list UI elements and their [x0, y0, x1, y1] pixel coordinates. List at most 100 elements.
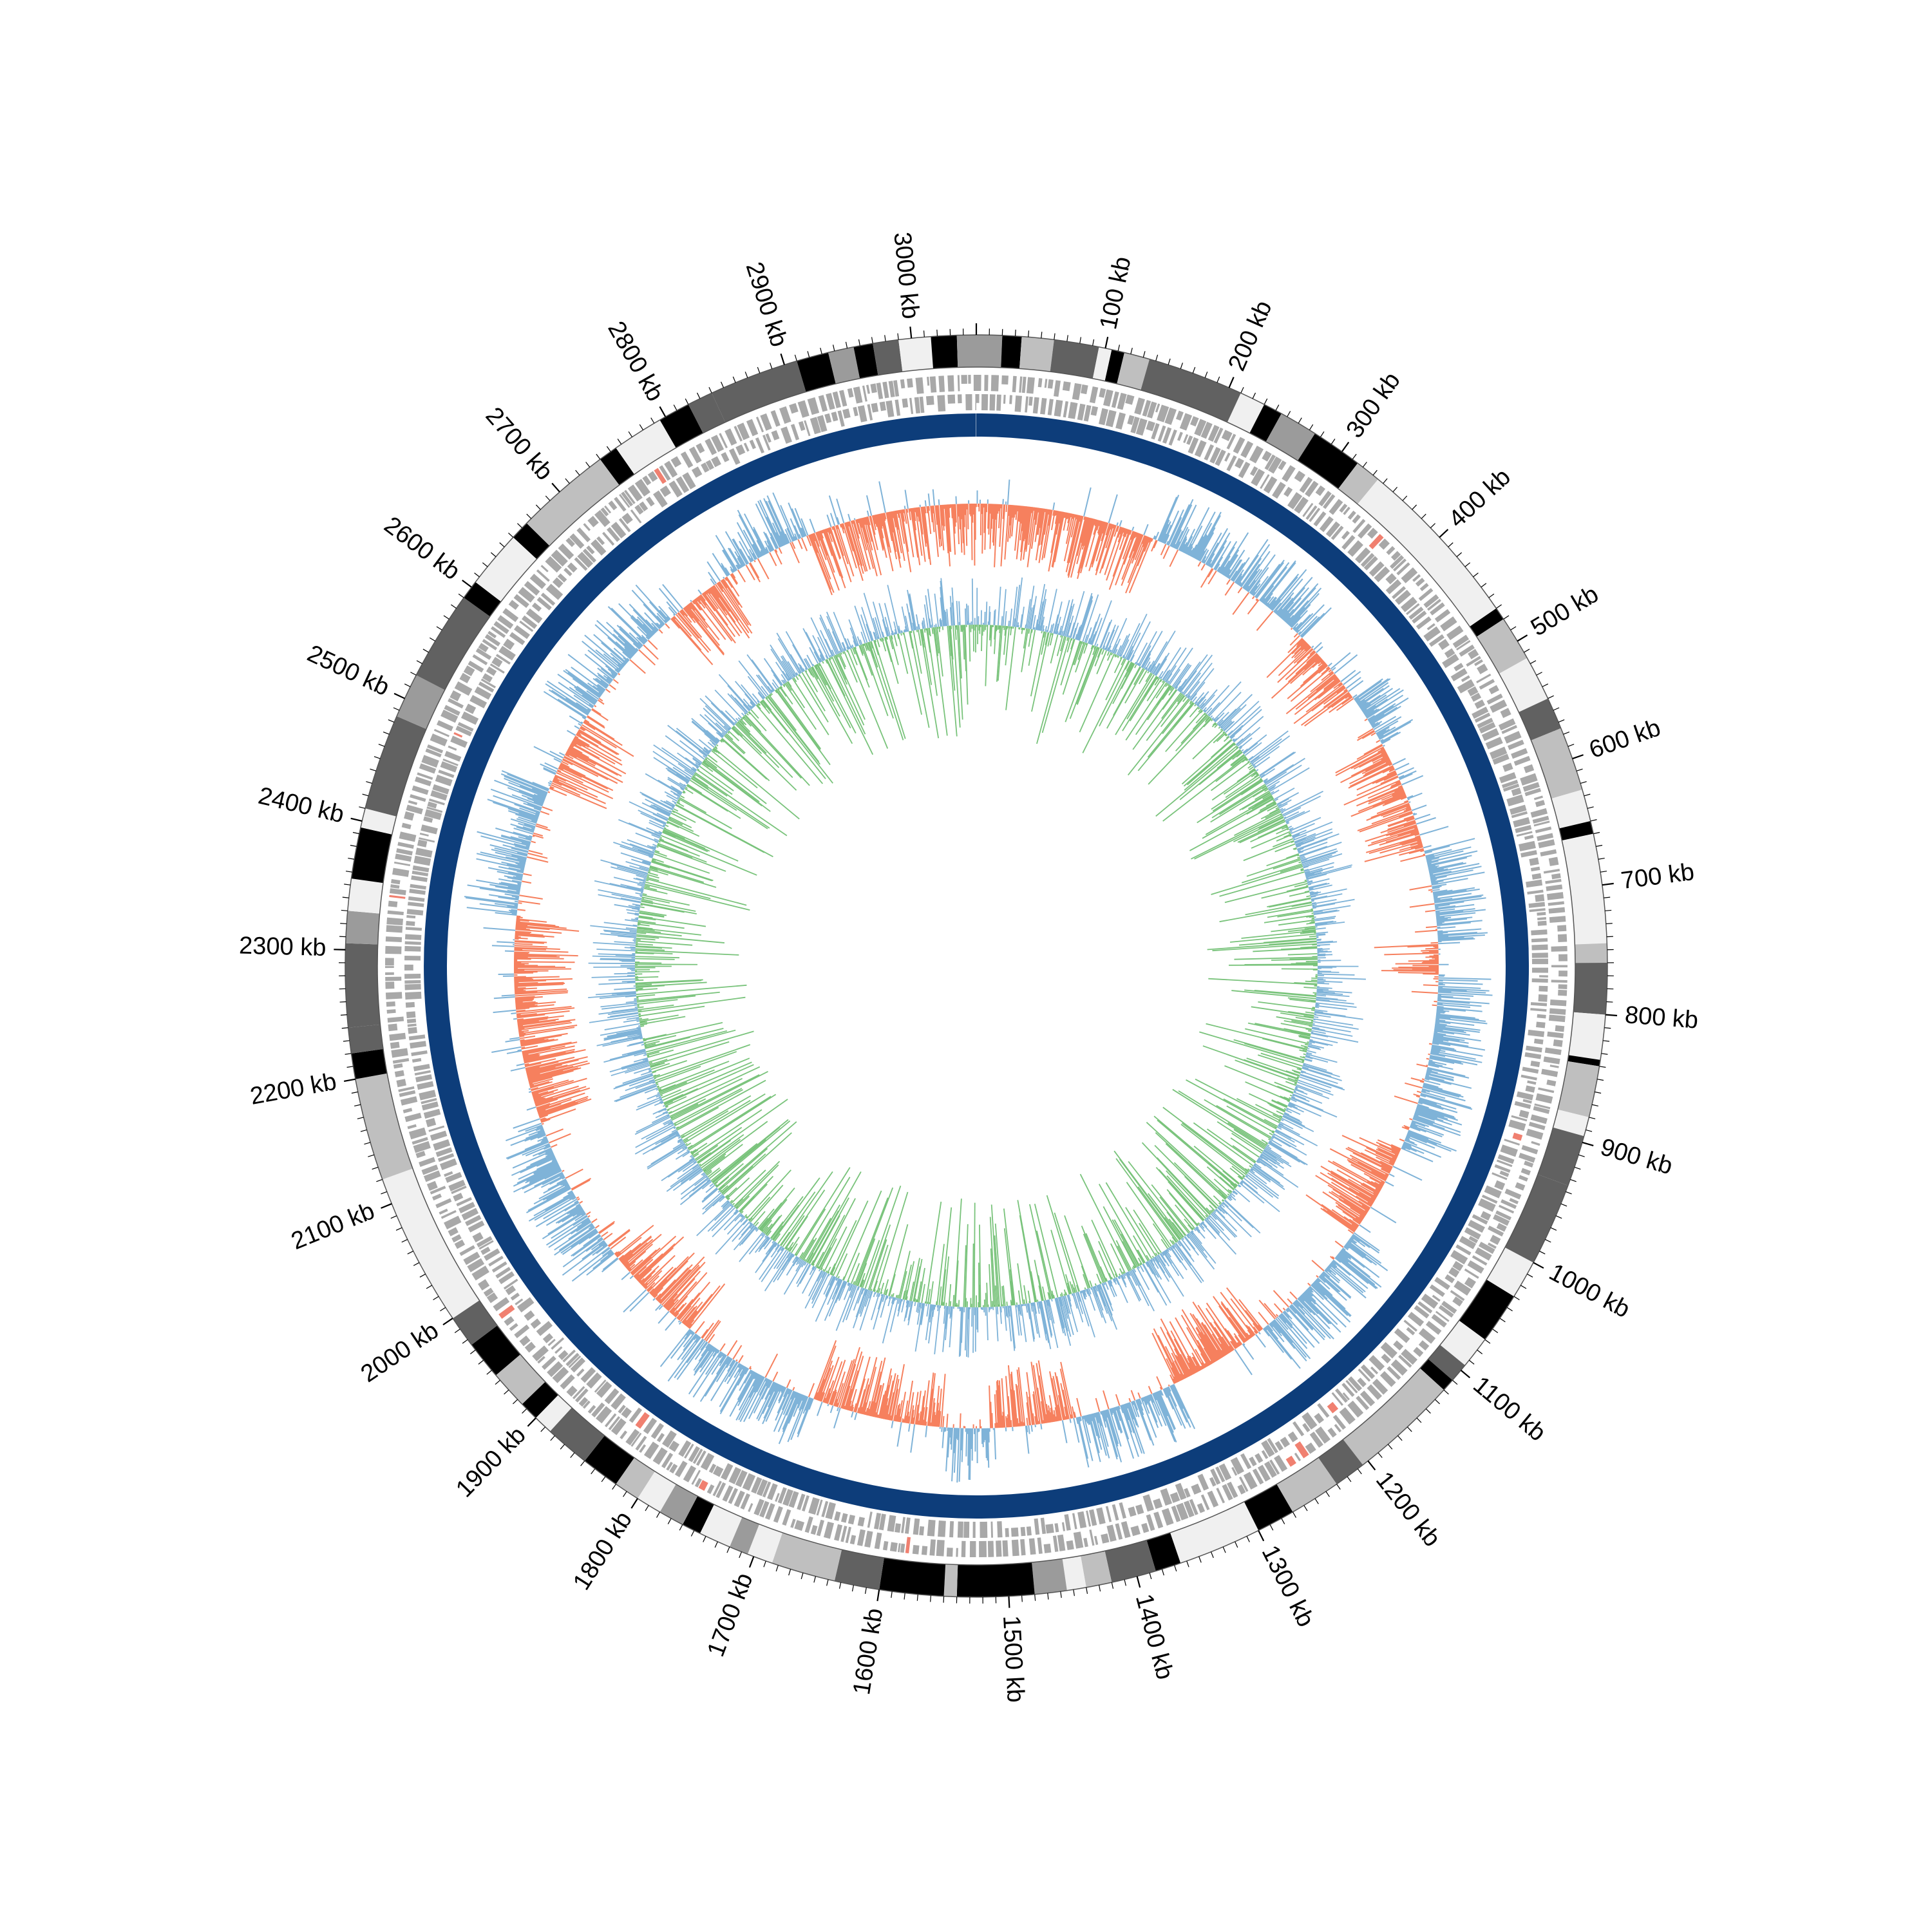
- histogram1-bar: [1204, 1324, 1226, 1357]
- histogram1-bar: [1365, 758, 1390, 772]
- histogram1-bar: [1257, 1324, 1263, 1331]
- feature-plus-strand: [1518, 1175, 1528, 1182]
- histogram1-bar: [1359, 701, 1369, 709]
- minor-tick: [1448, 542, 1454, 547]
- histogram1-bar: [1406, 1133, 1452, 1152]
- histogram1-bar: [1173, 544, 1177, 549]
- ideogram-band: [495, 1354, 545, 1405]
- histogram1-bar: [1307, 675, 1337, 699]
- histogram1-bar: [1258, 1300, 1276, 1320]
- histogram1-bar: [1189, 547, 1195, 556]
- histogram1-bar: [719, 1352, 724, 1359]
- feature-minus-strand: [1492, 1172, 1508, 1180]
- feature-minus-strand: [1009, 395, 1012, 404]
- feature-minus-strand: [1530, 1008, 1547, 1012]
- histogram1-bar: [1416, 1106, 1459, 1121]
- feature-plus-strand: [1269, 1459, 1280, 1475]
- histogram1-bar: [1221, 532, 1249, 575]
- minor-tick: [560, 1444, 565, 1450]
- histogram1-bar: [1316, 1278, 1320, 1283]
- feature-minus-strand: [1478, 1198, 1496, 1212]
- histogram1-bar: [562, 1242, 607, 1276]
- histogram1-bar: [1217, 1349, 1223, 1358]
- histogram1-bar: [866, 1401, 871, 1416]
- feature-minus-strand: [510, 1293, 520, 1301]
- histogram1-bar: [1364, 845, 1423, 862]
- histogram1-bar: [1369, 1177, 1384, 1186]
- histogram1-bar: [1293, 627, 1296, 630]
- minor-tick: [401, 1239, 408, 1243]
- histogram1-bar: [1249, 1334, 1253, 1338]
- feature-plus-strand: [502, 608, 519, 622]
- histogram1-bar: [1381, 750, 1387, 755]
- histogram1-bar: [1389, 826, 1417, 837]
- feature-plus-strand: [845, 1526, 851, 1544]
- feature-plus-strand: [1106, 1524, 1117, 1542]
- feature-plus-strand: [478, 643, 489, 652]
- histogram1-bar: [622, 1238, 654, 1265]
- histogram1-bar: [1097, 520, 1103, 535]
- histogram1-bar: [556, 1179, 567, 1185]
- histogram1-bar: [1211, 546, 1225, 569]
- histogram1-bar: [1363, 698, 1388, 715]
- histogram1-bar: [524, 1049, 586, 1064]
- histogram1-bar: [1037, 507, 1040, 513]
- histogram1-bar: [511, 895, 520, 898]
- histogram1-bar: [1016, 1385, 1022, 1426]
- histogram1-bar: [1432, 889, 1453, 895]
- histogram1-bar: [1435, 1023, 1447, 1026]
- histogram1-bar: [1260, 585, 1274, 602]
- feature-minus-strand: [1531, 952, 1548, 958]
- histogram1-bar: [1362, 1182, 1380, 1193]
- histogram1-bar: [583, 1233, 600, 1247]
- feature-plus-strand: [1226, 433, 1236, 450]
- histogram1-bar: [500, 773, 548, 793]
- histogram1-bar: [620, 1235, 652, 1262]
- histogram1-bar: [543, 1146, 551, 1150]
- histogram1-bar: [535, 812, 540, 815]
- feature-plus-strand: [634, 478, 650, 497]
- histogram1-bar: [688, 1323, 692, 1329]
- feature-plus-strand: [740, 1493, 750, 1510]
- histogram1-bar: [1427, 1066, 1466, 1077]
- histogram1-bar: [513, 1164, 560, 1187]
- ideogram-band: [1551, 790, 1591, 829]
- histogram1-bar: [507, 773, 549, 792]
- histogram1-bar: [698, 1344, 712, 1362]
- histogram1-bar: [525, 837, 532, 840]
- histogram1-bar: [1189, 1356, 1199, 1372]
- feature-minus-strand: [1393, 1340, 1404, 1350]
- histogram1-bar: [537, 1130, 545, 1134]
- feature-plus-strand: [435, 1198, 452, 1209]
- histogram1-bar: [661, 1264, 700, 1306]
- histogram1-bar: [804, 1397, 811, 1411]
- feature-plus-strand: [1267, 456, 1282, 474]
- feature-plus-strand: [1200, 421, 1213, 439]
- histogram1-bar: [1423, 845, 1432, 849]
- histogram1-bar: [790, 1390, 795, 1400]
- histogram1-bar: [738, 1363, 742, 1368]
- histogram1-bar: [1050, 510, 1056, 531]
- histogram1-bar: [665, 1298, 674, 1309]
- histogram1-bar: [464, 896, 518, 905]
- histogram1-bar: [558, 766, 582, 779]
- histogram1-bar: [537, 1103, 562, 1113]
- histogram1-bar: [719, 1343, 726, 1352]
- feature-plus-strand: [532, 1345, 549, 1361]
- histogram1-bar: [1276, 1316, 1289, 1331]
- histogram1-bar: [1290, 656, 1321, 685]
- histogram1-bar: [1383, 806, 1411, 818]
- histogram1-bar: [953, 1428, 957, 1473]
- ideogram-band: [682, 1496, 714, 1534]
- feature-plus-strand: [1425, 1321, 1442, 1335]
- feature-plus-strand: [1551, 945, 1567, 952]
- minor-tick: [410, 672, 417, 676]
- histogram2-bar: [1162, 756, 1247, 822]
- histogram1-bar: [1282, 1311, 1315, 1348]
- feature-plus-strand: [1435, 1311, 1450, 1322]
- histogram1-bar: [528, 1129, 544, 1136]
- histogram1-bar: [529, 1078, 553, 1086]
- feature-plus-strand: [864, 1530, 873, 1548]
- histogram1-bar: [571, 1179, 591, 1191]
- histogram1-bar: [533, 1085, 579, 1101]
